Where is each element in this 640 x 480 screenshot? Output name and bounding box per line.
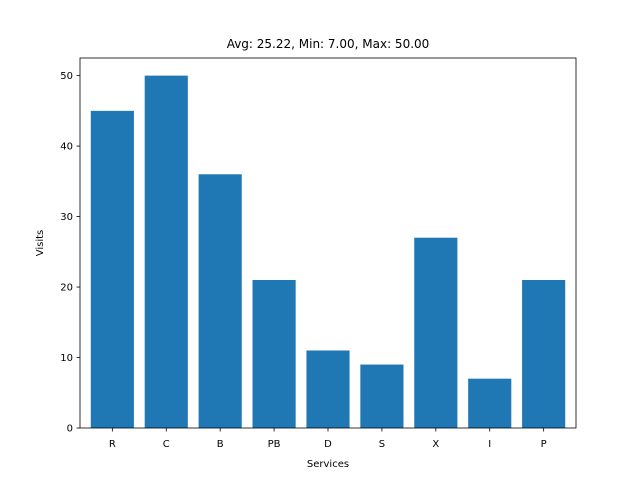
y-tick-label: 20 xyxy=(60,283,73,294)
x-tick-label: PB xyxy=(268,439,281,450)
x-tick-label: R xyxy=(109,439,116,450)
x-tick-label: D xyxy=(324,439,332,450)
chart-title: Avg: 25.22, Min: 7.00, Max: 50.00 xyxy=(227,37,430,51)
bar-c xyxy=(144,75,188,428)
bar-s xyxy=(360,364,404,428)
y-axis-ticks: 0 10 20 30 40 50 xyxy=(60,71,80,435)
bars-group xyxy=(90,75,566,428)
y-tick-label: 40 xyxy=(60,142,73,153)
y-tick-label: 30 xyxy=(60,212,73,223)
bar-r xyxy=(90,110,134,428)
x-tick-label: P xyxy=(541,439,547,450)
x-tick-label: B xyxy=(217,439,224,450)
x-tick-label: S xyxy=(379,439,385,450)
bar-p xyxy=(522,280,566,428)
bar-x xyxy=(414,237,458,428)
y-axis-label: Visits xyxy=(35,230,46,257)
bar-b xyxy=(198,174,242,428)
y-tick-label: 10 xyxy=(60,353,73,364)
x-tick-label: X xyxy=(432,439,439,450)
plot-frame xyxy=(79,57,577,429)
y-tick-label: 50 xyxy=(60,71,73,82)
x-axis-ticks: R C B PB D S X I P xyxy=(109,428,547,450)
bar-d xyxy=(306,350,350,428)
x-tick-label: I xyxy=(488,439,491,450)
bar-i xyxy=(468,378,512,428)
y-tick-label: 0 xyxy=(67,424,73,435)
bar-pb xyxy=(252,280,296,428)
x-tick-label: C xyxy=(163,439,170,450)
x-axis-label: Services xyxy=(307,459,349,470)
